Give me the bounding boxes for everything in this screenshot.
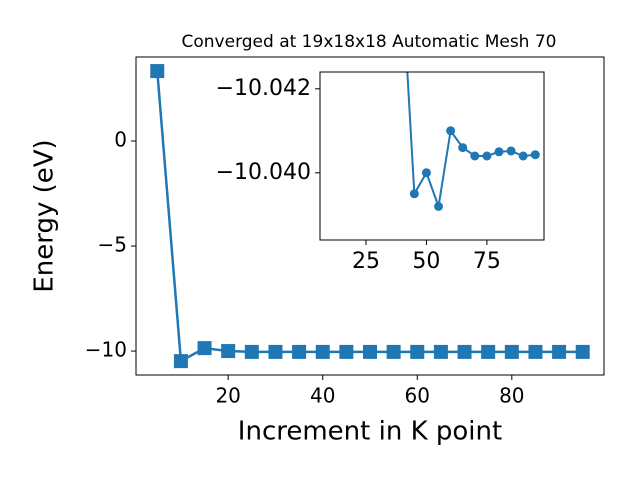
marker (530, 150, 540, 160)
marker (315, 344, 330, 359)
marker (363, 344, 377, 359)
marker (457, 344, 472, 359)
plot-area (406, 72, 540, 211)
y-tick-label: −5 (98, 233, 127, 257)
marker (268, 344, 283, 359)
x-tick-label: 75 (473, 249, 501, 274)
marker (528, 344, 543, 359)
marker (339, 344, 354, 359)
marker (197, 341, 212, 356)
y-tick-label: −10.042 (216, 76, 311, 101)
y-tick-label: −10 (85, 338, 127, 362)
y-tick-label: 0 (114, 128, 127, 152)
marker (504, 344, 519, 359)
marker (481, 344, 496, 359)
x-tick-label: 25 (352, 249, 380, 274)
marker (173, 354, 188, 369)
marker (552, 344, 567, 359)
marker (482, 151, 492, 161)
marker (244, 344, 259, 359)
marker (421, 168, 431, 178)
marker (292, 344, 307, 359)
x-tick-label: 50 (412, 249, 440, 274)
marker (221, 344, 236, 359)
x-tick-label: 60 (405, 384, 430, 408)
marker (386, 344, 401, 359)
y-tick-label: −10.040 (216, 160, 311, 185)
y-axis-label: Energy (eV) (30, 139, 60, 292)
marker (410, 344, 425, 359)
axes-frame (319, 71, 545, 241)
x-axis-label: Increment in K point (238, 417, 502, 447)
marker (470, 151, 480, 161)
marker (458, 143, 468, 153)
marker (150, 64, 165, 79)
marker (518, 151, 528, 161)
marker (494, 147, 504, 157)
chart-title: Converged at 19x18x18 Automatic Mesh 70 (182, 32, 557, 52)
axes-frame (135, 56, 605, 376)
marker (409, 189, 419, 199)
marker (446, 126, 456, 136)
x-tick-label: 40 (310, 384, 335, 408)
x-tick-label: 20 (215, 384, 240, 408)
marker (434, 201, 444, 211)
marker (433, 344, 448, 359)
marker (575, 344, 590, 359)
marker (506, 146, 516, 156)
plot-area (150, 64, 590, 369)
x-tick-label: 80 (499, 384, 524, 408)
